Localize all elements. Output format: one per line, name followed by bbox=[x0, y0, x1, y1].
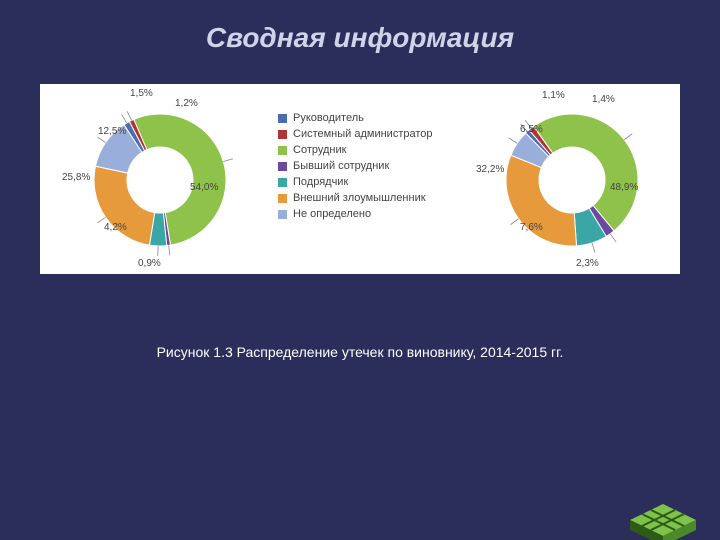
legend-item: Не определено bbox=[278, 208, 433, 220]
legend-swatch bbox=[278, 210, 287, 219]
slice-label: 12,5% bbox=[98, 126, 126, 137]
legend-label: Руководитель bbox=[293, 112, 364, 124]
legend-label: Бывший сотрудник bbox=[293, 160, 389, 172]
slice-label: 1,4% bbox=[592, 94, 615, 105]
slice-label: 1,5% bbox=[130, 88, 153, 99]
slice-label: 1,1% bbox=[542, 90, 565, 101]
slice-label: 48,9% bbox=[610, 182, 638, 193]
slice-label: 0,9% bbox=[138, 258, 161, 269]
leader-line bbox=[122, 114, 127, 123]
legend-swatch bbox=[278, 178, 287, 187]
legend-item: Сотрудник bbox=[278, 144, 433, 156]
page-title: Сводная информация bbox=[0, 22, 720, 54]
figure-caption: Рисунок 1.3 Распределение утечек по вино… bbox=[0, 344, 720, 360]
legend-swatch bbox=[278, 146, 287, 155]
legend-swatch bbox=[278, 162, 287, 171]
legend-item: Бывший сотрудник bbox=[278, 160, 433, 172]
slice-label: 6,5% bbox=[520, 124, 543, 135]
slice-label: 54,0% bbox=[190, 182, 218, 193]
legend-label: Не определено bbox=[293, 208, 371, 220]
leader-line bbox=[610, 234, 616, 242]
legend-swatch bbox=[278, 114, 287, 123]
legend-item: Внешний злоумышленник bbox=[278, 192, 433, 204]
legend-label: Внешний злоумышленник bbox=[293, 192, 426, 204]
leader-line bbox=[592, 243, 595, 253]
leader-line bbox=[97, 137, 105, 143]
leader-line bbox=[223, 159, 233, 162]
leader-line bbox=[169, 245, 170, 255]
slice-label: 2,3% bbox=[576, 258, 599, 269]
legend-swatch bbox=[278, 194, 287, 203]
leader-line bbox=[510, 219, 518, 225]
legend-item: Подрядчик bbox=[278, 176, 433, 188]
slice-label: 1,2% bbox=[175, 98, 198, 109]
legend-label: Сотрудник bbox=[293, 144, 346, 156]
legend-item: Системный администратор bbox=[278, 128, 433, 140]
maze-icon bbox=[624, 498, 702, 540]
slice-label: 32,2% bbox=[476, 164, 504, 175]
donut-slice bbox=[94, 166, 155, 245]
legend: Руководитель Системный администратор Сотру… bbox=[278, 112, 433, 224]
leader-line bbox=[624, 134, 632, 140]
slice-label: 7,6% bbox=[520, 222, 543, 233]
legend-label: Подрядчик bbox=[293, 176, 348, 188]
slice-label: 4,2% bbox=[104, 222, 127, 233]
legend-item: Руководитель bbox=[278, 112, 433, 124]
legend-label: Системный администратор bbox=[293, 128, 433, 140]
chart-panel: Руководитель Системный администратор Сотру… bbox=[40, 84, 680, 274]
legend-swatch bbox=[278, 130, 287, 139]
slice-label: 25,8% bbox=[62, 172, 90, 183]
leader-line bbox=[509, 138, 517, 144]
leader-line bbox=[127, 111, 131, 120]
